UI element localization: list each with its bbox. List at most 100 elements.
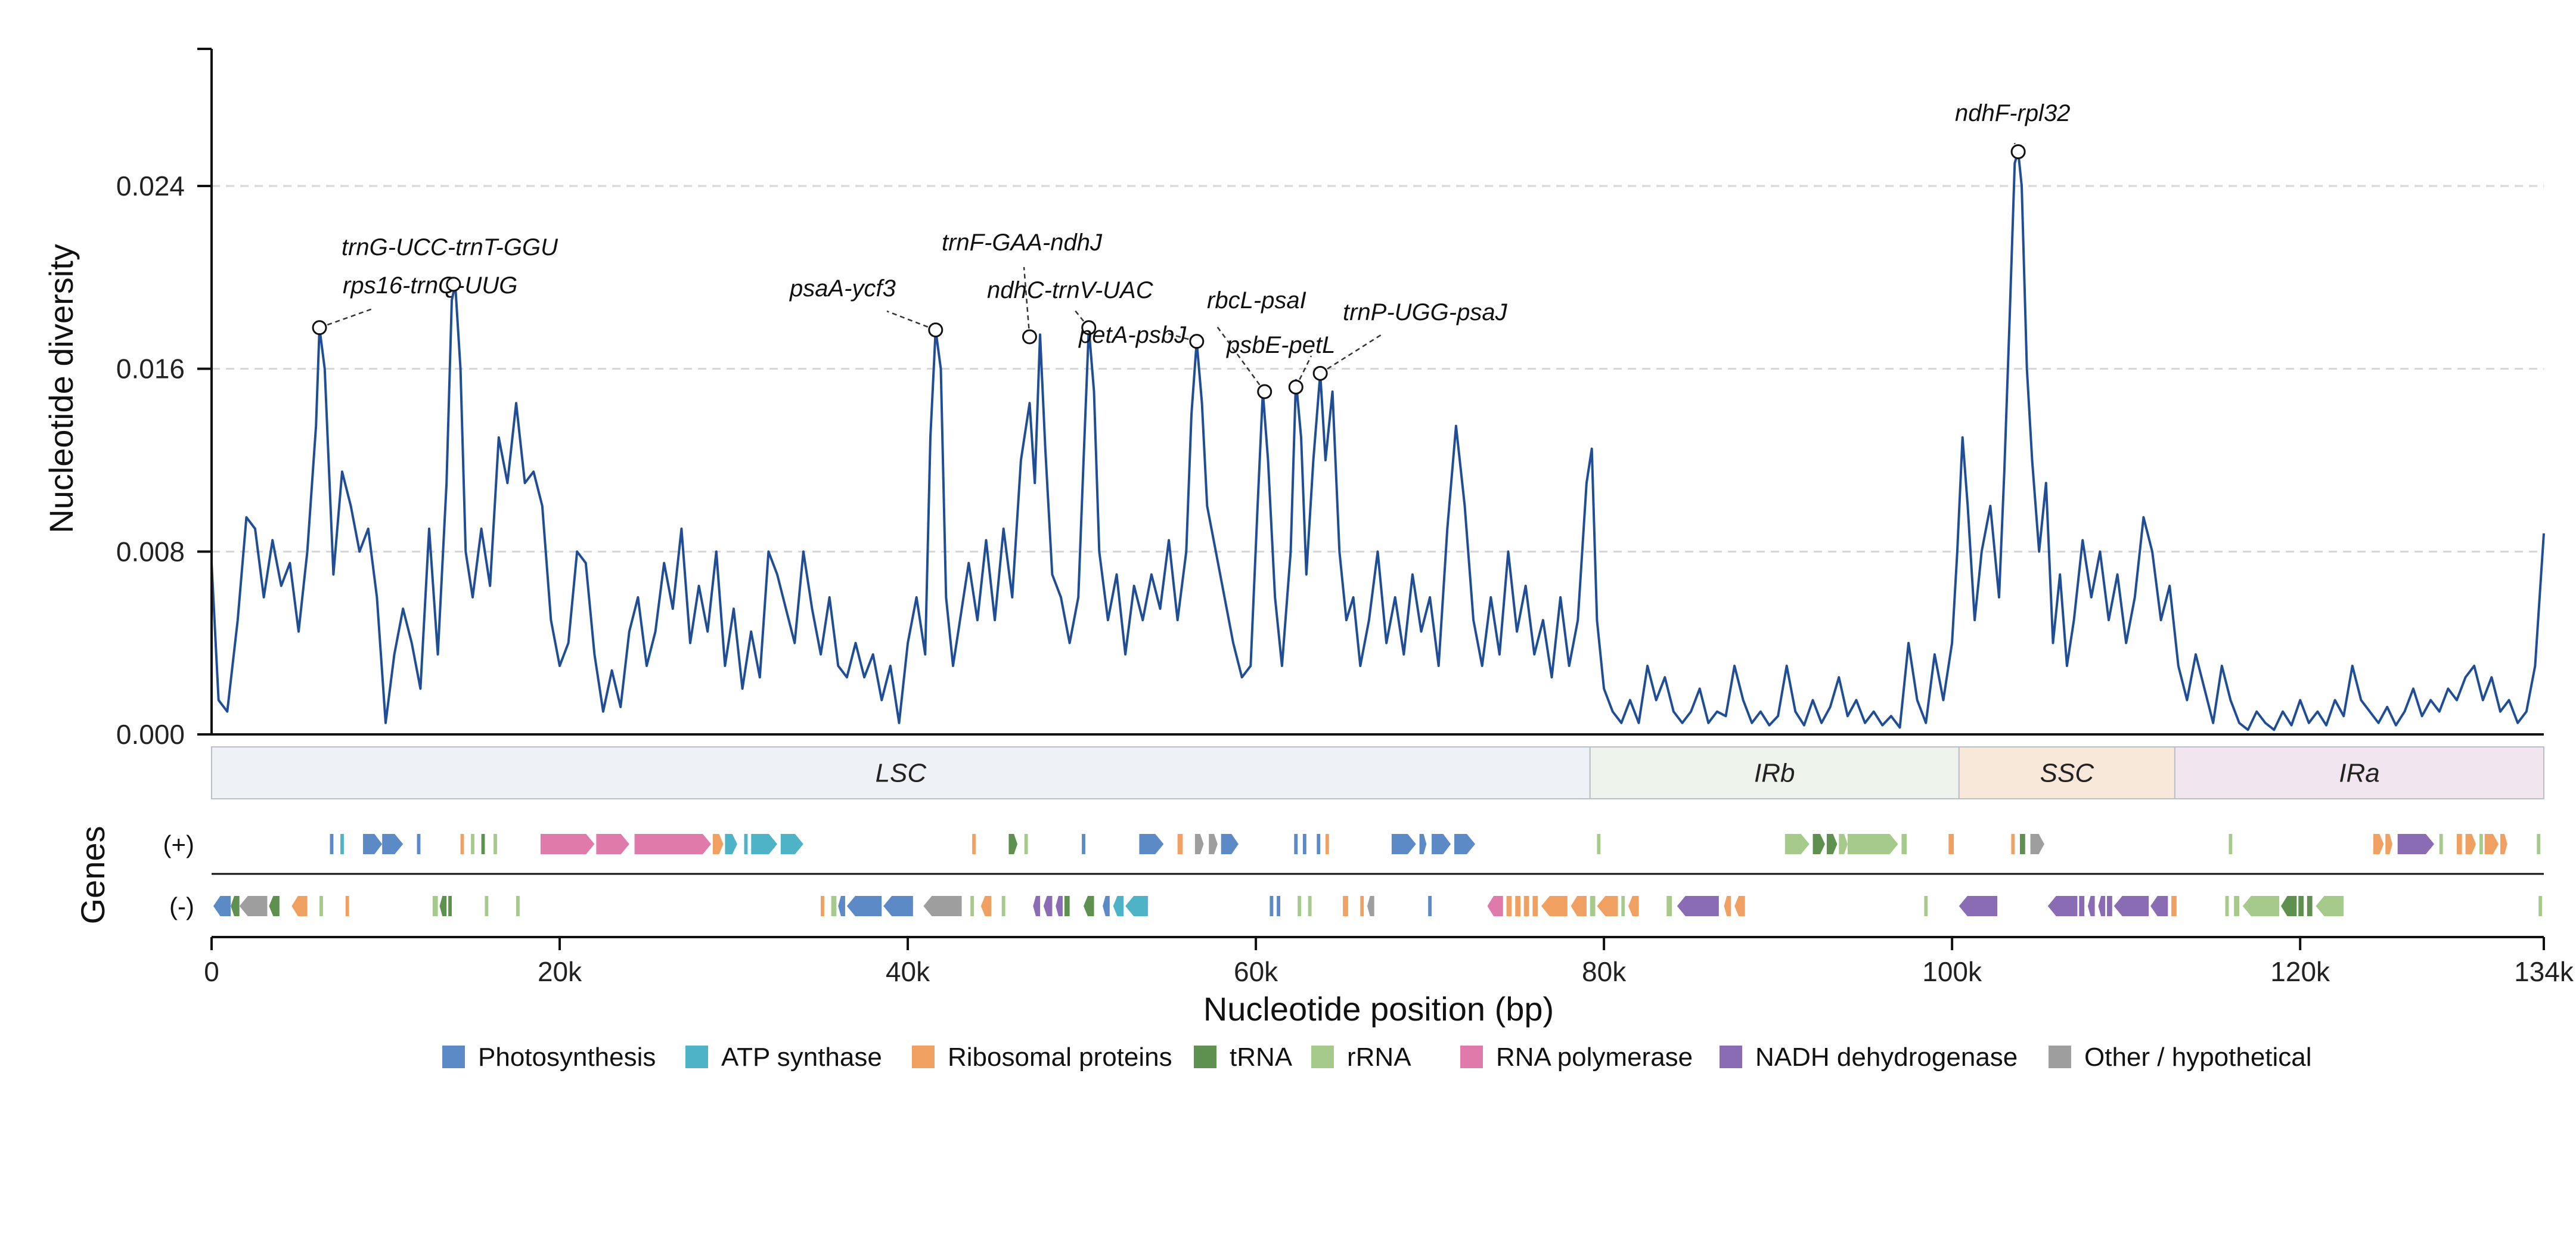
region-label: SSC: [2040, 759, 2095, 788]
x-tick-label: 20k: [538, 956, 582, 987]
gene-tracks: [212, 834, 2544, 916]
gene-minus: [970, 896, 974, 916]
gene-minus: [2316, 896, 2344, 916]
x-tick-label: 40k: [886, 956, 930, 987]
genes-title: Genes: [74, 826, 111, 925]
gene-plus: [751, 834, 778, 854]
gene-plus: [460, 834, 464, 854]
hotspot-leader-line: [1023, 266, 1031, 337]
gene-minus: [980, 896, 992, 916]
legend-swatch-other: [2049, 1046, 2071, 1068]
gene-plus: [1784, 834, 1810, 854]
gene-minus: [1571, 896, 1587, 916]
hotspot-label: trnF-GAA-ndhJ: [942, 229, 1103, 256]
gene-plus: [1826, 834, 1838, 854]
gene-minus: [2225, 896, 2229, 916]
hotspot-marker: [446, 277, 461, 292]
gene-minus: [2087, 896, 2095, 916]
gene-plus: [1209, 834, 1218, 854]
gene-plus: [1082, 834, 1085, 854]
gene-minus: [1298, 896, 1302, 916]
gene-minus: [923, 896, 962, 916]
gene-plus: [1139, 834, 1164, 854]
gene-plus: [2456, 834, 2462, 854]
gene-minus: [1515, 896, 1520, 916]
gene-plus: [1177, 834, 1183, 854]
hotspot-marker: [1081, 320, 1097, 336]
hotspot-leader-line: [1295, 355, 1312, 387]
gene-plus: [2030, 834, 2044, 854]
gene-plus: [2397, 834, 2435, 854]
legend-swatch-rnap: [1460, 1046, 1483, 1068]
gene-plus: [2385, 834, 2392, 854]
legend-label-rrna: rRNA: [1347, 1043, 1411, 1072]
gene-minus: [1487, 896, 1503, 916]
y-tick-label: 0.008: [116, 536, 185, 567]
hotspot-label: ndhF-rpl32: [1955, 100, 2070, 126]
gene-minus: [1360, 896, 1364, 916]
gene-minus: [1064, 896, 1070, 916]
gene-plus: [2373, 834, 2384, 854]
gene-minus: [883, 896, 913, 916]
gene-minus: [2150, 896, 2168, 916]
gene-plus: [1454, 834, 1476, 854]
hotspot-label: rbcL-psaI: [1207, 287, 1306, 314]
region-label: LSC: [876, 759, 927, 788]
gene-minus: [432, 896, 438, 916]
x-tick-label: 80k: [1582, 956, 1627, 987]
hotspot-marker: [1257, 384, 1273, 399]
gene-minus: [439, 896, 447, 916]
hotspot-marker: [1189, 334, 1205, 349]
gene-minus: [1083, 896, 1094, 916]
gene-plus: [1948, 834, 1954, 854]
region-label: IRb: [1754, 759, 1795, 788]
gene-plus: [2479, 834, 2483, 854]
gene-minus: [2234, 896, 2239, 916]
gene-minus: [1367, 896, 1374, 916]
gene-minus: [1677, 896, 1719, 916]
x-tick-label: 60k: [1234, 956, 1278, 987]
gene-plus: [634, 834, 712, 854]
gene-plus: [1419, 834, 1427, 854]
gene-minus: [1924, 896, 1928, 916]
hotspot-leader-line: [886, 310, 936, 331]
legend-label-atp: ATP synthase: [721, 1043, 882, 1072]
gene-minus: [269, 896, 280, 916]
gene-plus: [1432, 834, 1451, 854]
grid-lines: [212, 185, 2544, 553]
gene-plus: [2500, 834, 2507, 854]
gene-minus: [1308, 896, 1312, 916]
legend-label-ndh: NADH dehydrogenase: [1755, 1043, 2018, 1072]
gene-minus: [2098, 896, 2106, 916]
gene-minus: [213, 896, 231, 916]
gene-minus: [1506, 896, 1512, 916]
gene-minus: [448, 896, 452, 916]
legend-swatch-ndh: [1720, 1046, 1742, 1068]
gene-minus: [1113, 896, 1124, 916]
legend-label-photo: Photosynthesis: [478, 1043, 656, 1072]
gene-plus: [1294, 834, 1298, 854]
legend-label-other: Other / hypothetical: [2084, 1043, 2312, 1072]
gene-plus: [2011, 834, 2015, 854]
region-lsc: [211, 746, 1591, 799]
gene-minus: [2047, 896, 2078, 916]
gene-minus: [1724, 896, 1731, 916]
gene-plus: [540, 834, 595, 854]
gene-minus: [291, 896, 308, 916]
gene-plus: [1317, 834, 1321, 854]
x-tick-label: 134k: [2514, 956, 2574, 987]
gene-minus: [2079, 896, 2085, 916]
gene-plus: [1024, 834, 1028, 854]
gene-minus: [831, 896, 837, 916]
gene-plus: [1597, 834, 1601, 854]
gene-minus: [1590, 896, 1596, 916]
x-axis-title: Nucleotide position (bp): [1203, 990, 1554, 1028]
gene-minus: [2298, 896, 2304, 916]
region-irb: [1589, 746, 1960, 799]
gene-minus: [1428, 896, 1432, 916]
hotspot-label: rps16-trnQ-UUG: [343, 272, 517, 299]
legend-swatch-atp: [685, 1046, 708, 1068]
gene-minus: [1103, 896, 1110, 916]
x-tick-label: 100k: [1922, 956, 1982, 987]
gene-minus: [2107, 896, 2112, 916]
